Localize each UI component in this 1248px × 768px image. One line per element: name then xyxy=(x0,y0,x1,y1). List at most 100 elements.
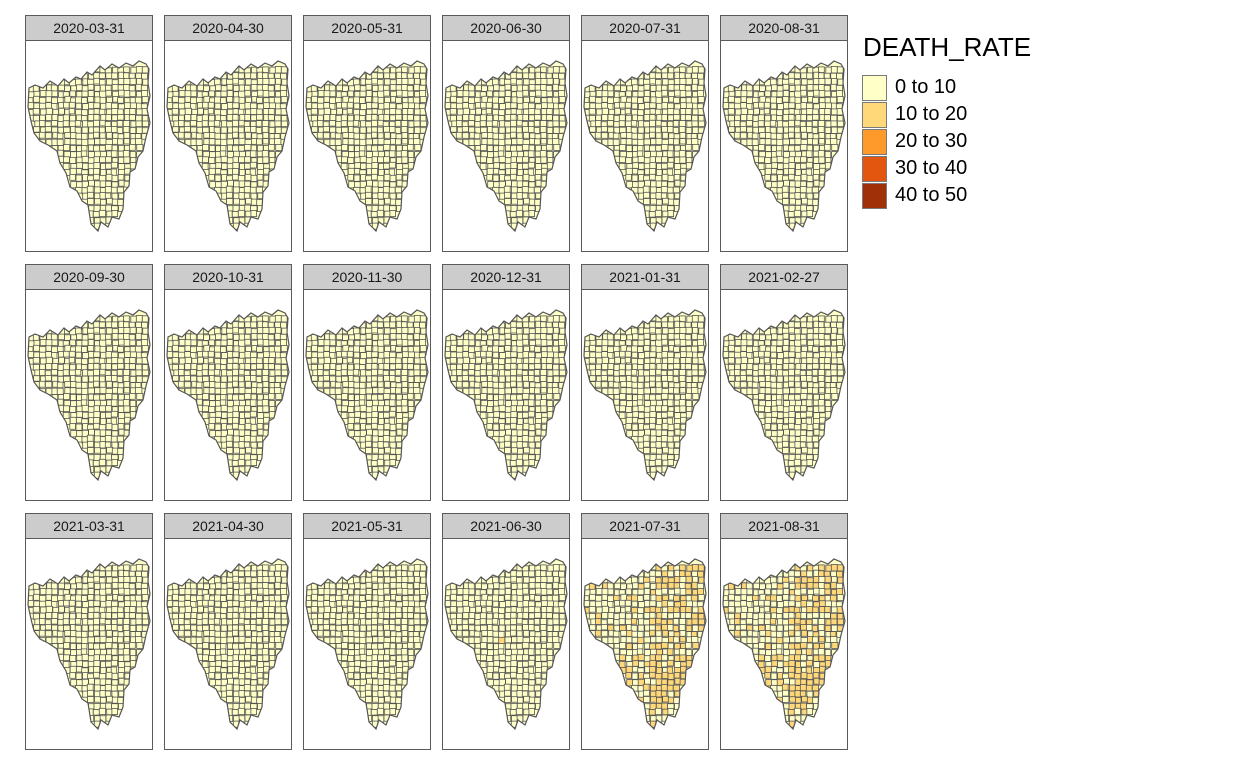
facet-strip-label: 2021-03-31 xyxy=(26,514,152,539)
district-polygon xyxy=(511,441,518,449)
district-polygon xyxy=(261,375,269,383)
district-polygon xyxy=(553,375,560,383)
district-polygon xyxy=(836,96,844,103)
district-polygon xyxy=(626,430,634,438)
district-polygon xyxy=(359,97,366,104)
district-polygon xyxy=(220,126,228,134)
district-polygon xyxy=(135,369,143,377)
district-polygon xyxy=(237,321,245,328)
district-polygon xyxy=(111,321,118,329)
district-polygon xyxy=(650,198,657,205)
district-polygon xyxy=(660,441,668,449)
district-polygon xyxy=(528,447,536,455)
district-polygon xyxy=(382,186,391,194)
district-polygon xyxy=(232,77,240,85)
district-polygon xyxy=(214,358,222,365)
district-polygon xyxy=(275,126,282,134)
district-polygon xyxy=(626,381,633,388)
district-polygon xyxy=(268,144,275,151)
district-polygon xyxy=(654,209,663,218)
district-polygon xyxy=(231,460,239,467)
district-polygon xyxy=(655,145,662,152)
district-polygon xyxy=(546,351,555,359)
district-polygon xyxy=(510,126,517,133)
district-polygon xyxy=(793,458,802,467)
district-polygon xyxy=(99,394,106,401)
district-polygon xyxy=(414,126,421,134)
district-polygon xyxy=(87,612,95,619)
district-polygon xyxy=(759,381,767,388)
district-polygon xyxy=(648,460,656,467)
district-polygon xyxy=(45,96,53,103)
district-polygon xyxy=(661,89,668,97)
district-polygon xyxy=(208,422,215,430)
district-polygon xyxy=(789,447,796,454)
district-polygon xyxy=(93,654,100,661)
district-polygon xyxy=(232,321,239,329)
district-polygon xyxy=(56,132,64,140)
district-polygon xyxy=(99,381,106,389)
district-polygon xyxy=(365,83,373,91)
district-polygon xyxy=(758,393,766,400)
district-polygon xyxy=(817,150,825,158)
district-polygon xyxy=(281,120,289,127)
district-polygon xyxy=(111,144,118,152)
district-polygon xyxy=(794,90,802,98)
district-polygon xyxy=(105,156,112,163)
district-polygon xyxy=(226,618,234,626)
district-polygon xyxy=(625,138,633,146)
district-polygon xyxy=(268,606,275,613)
district-polygon xyxy=(372,435,379,443)
district-polygon xyxy=(129,642,136,649)
district-polygon xyxy=(390,339,398,347)
district-polygon xyxy=(401,381,409,388)
facet-strip-label: 2021-04-30 xyxy=(165,514,291,539)
district-polygon xyxy=(93,405,100,412)
district-polygon xyxy=(450,126,458,133)
district-polygon xyxy=(546,127,554,134)
district-polygon xyxy=(226,696,234,703)
district-polygon xyxy=(341,405,348,413)
region-border xyxy=(27,309,151,482)
district-polygon xyxy=(752,370,759,377)
district-polygon xyxy=(552,138,560,145)
district-polygon xyxy=(607,339,615,346)
district-polygon xyxy=(220,607,228,614)
district-polygon xyxy=(371,411,379,419)
district-polygon xyxy=(335,333,343,341)
district-polygon xyxy=(685,102,694,110)
district-polygon xyxy=(697,72,704,80)
district-polygon xyxy=(227,677,234,685)
district-polygon xyxy=(679,327,687,334)
district-polygon xyxy=(654,423,663,431)
district-polygon xyxy=(214,96,222,104)
district-polygon xyxy=(220,358,228,365)
district-polygon xyxy=(601,114,609,121)
district-polygon xyxy=(190,339,198,346)
district-polygon xyxy=(68,357,76,364)
district-polygon xyxy=(94,447,101,454)
district-polygon xyxy=(800,72,808,79)
district-polygon xyxy=(805,186,813,194)
district-polygon xyxy=(782,198,790,205)
district-polygon xyxy=(268,127,276,134)
district-polygon xyxy=(250,72,257,80)
district-polygon xyxy=(51,90,59,97)
district-polygon xyxy=(208,406,216,413)
district-polygon xyxy=(836,339,843,347)
district-polygon xyxy=(275,393,283,400)
district-polygon xyxy=(341,156,348,164)
district-polygon xyxy=(208,138,216,146)
district-polygon xyxy=(93,612,100,619)
district-polygon xyxy=(691,83,699,91)
district-polygon xyxy=(274,618,282,626)
district-polygon xyxy=(527,410,536,418)
district-polygon xyxy=(104,441,112,449)
district-polygon xyxy=(661,162,668,170)
district-polygon xyxy=(231,211,239,218)
district-polygon xyxy=(262,588,270,596)
district-polygon xyxy=(528,375,535,382)
district-polygon xyxy=(493,411,501,418)
district-polygon xyxy=(87,332,95,340)
district-polygon xyxy=(498,97,505,104)
